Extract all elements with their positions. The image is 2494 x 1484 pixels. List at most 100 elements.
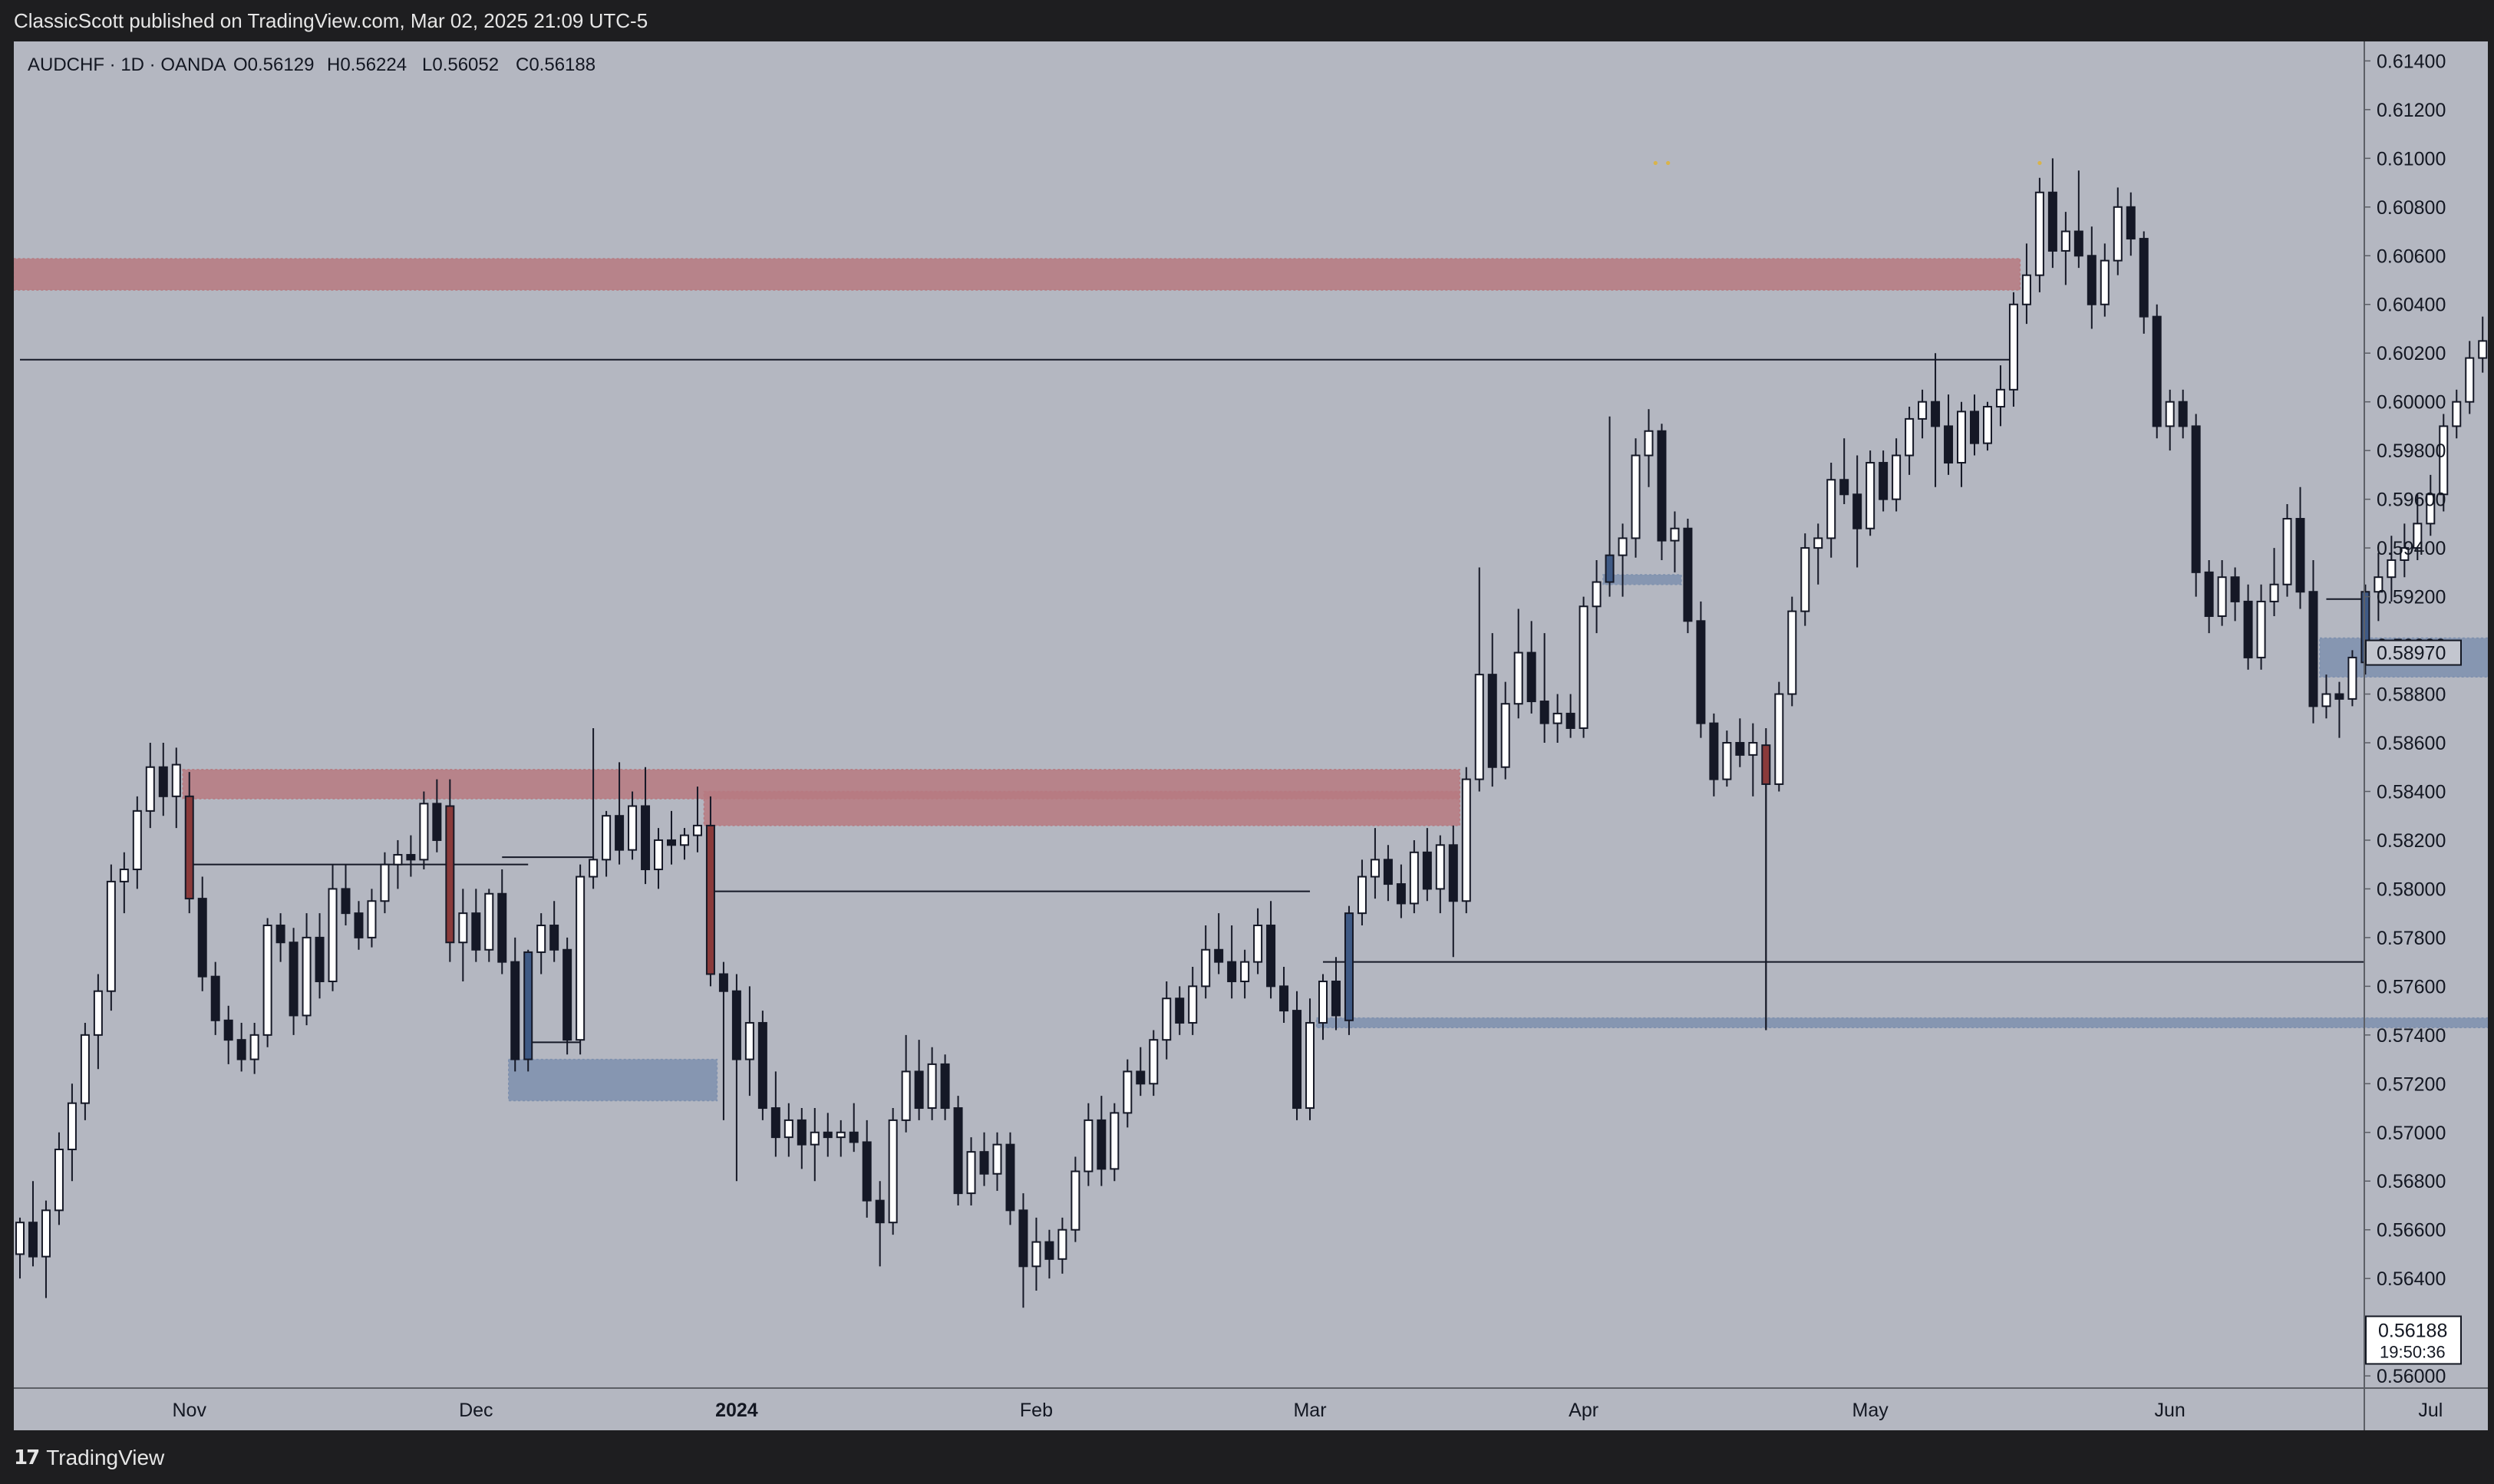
time-tick-label: Feb xyxy=(1020,1400,1053,1421)
candle-body xyxy=(1162,998,1172,1041)
candle xyxy=(1722,730,1732,787)
candle-body xyxy=(1957,411,1967,464)
candle xyxy=(1422,828,1432,902)
legend-close: C0.56188 xyxy=(516,54,595,75)
tradingview-logo[interactable]: 17 TradingView xyxy=(14,1444,164,1472)
candle xyxy=(2217,559,2227,626)
price-tick-label: 0.58400 xyxy=(2377,781,2446,803)
candle-body xyxy=(1839,479,1849,496)
candle xyxy=(1214,913,1224,974)
price-tick-label: 0.60400 xyxy=(2377,295,2446,316)
candle xyxy=(223,1005,233,1064)
candle xyxy=(2034,177,2044,292)
candle-body xyxy=(1813,537,1823,549)
candle xyxy=(940,1054,950,1120)
candle-body xyxy=(1044,1241,1054,1260)
candle-body xyxy=(445,805,455,944)
candle-body xyxy=(654,839,664,871)
candle xyxy=(718,961,728,1120)
candle xyxy=(1084,1103,1094,1186)
candle xyxy=(562,937,572,1055)
candle xyxy=(406,835,416,877)
candle xyxy=(602,810,612,877)
candle xyxy=(2126,192,2136,256)
ohlc-legend: AUDCHF · 1D · OANDA O0.56129 H0.56224 L0… xyxy=(28,54,595,75)
candle-body xyxy=(2308,591,2318,707)
candle xyxy=(1227,925,1237,999)
price-tick-label: 0.56000 xyxy=(2377,1366,2446,1387)
candle-body xyxy=(145,766,155,812)
candle xyxy=(1995,365,2005,427)
candle xyxy=(1683,519,1693,634)
candle xyxy=(471,889,481,962)
candle-body xyxy=(1383,859,1393,885)
legend-symbol: AUDCHF · 1D · OANDA xyxy=(28,54,226,75)
candle xyxy=(2152,304,2162,439)
candle xyxy=(458,889,468,982)
candle-body xyxy=(1995,388,2005,408)
candle-body xyxy=(1461,778,1471,902)
candle xyxy=(1123,1059,1133,1128)
candle-body xyxy=(1918,401,1928,420)
candle xyxy=(484,889,494,962)
price-tick-label: 0.57000 xyxy=(2377,1123,2446,1144)
candle xyxy=(744,986,754,1097)
candle xyxy=(1787,596,1797,707)
candle xyxy=(119,852,129,914)
candle xyxy=(41,1200,51,1298)
candle xyxy=(1474,567,1484,792)
candle xyxy=(2387,536,2397,602)
candle-body xyxy=(2204,571,2214,617)
candle xyxy=(341,864,351,926)
candle-body xyxy=(1487,674,1497,768)
candle xyxy=(1331,957,1341,1031)
price-tick-label: 0.60000 xyxy=(2377,392,2446,414)
candle xyxy=(249,1022,259,1074)
chart-area[interactable]: • •• 0.560000.562000.564000.566000.56800… xyxy=(14,41,2488,1430)
candle xyxy=(679,828,689,860)
candle xyxy=(1435,835,1445,914)
candle xyxy=(132,796,142,889)
candle xyxy=(106,864,116,1011)
price-tick-label: 0.58600 xyxy=(2377,733,2446,754)
current-zone-price-box xyxy=(2365,639,2462,666)
candle xyxy=(1057,1217,1067,1274)
candlestick-chart[interactable]: • • • 0.560000.562000.564000.566000.56800… xyxy=(14,41,2488,1430)
candle xyxy=(705,796,715,987)
candle xyxy=(1253,908,1263,974)
candle xyxy=(549,901,559,962)
candle xyxy=(1162,981,1172,1060)
candle xyxy=(1292,991,1302,1120)
candle-body xyxy=(458,912,468,944)
candle xyxy=(992,1132,1002,1191)
candle xyxy=(2073,170,2083,269)
candle xyxy=(2452,389,2462,439)
candle xyxy=(2191,414,2201,597)
candle-body xyxy=(1539,701,1549,724)
candle xyxy=(2087,226,2096,329)
price-tick-label: 0.61000 xyxy=(2377,148,2446,170)
candle xyxy=(1305,998,1315,1120)
candle xyxy=(901,1034,911,1133)
candle xyxy=(2295,486,2305,609)
candle xyxy=(1110,1103,1120,1182)
candle xyxy=(2334,681,2344,738)
candle-body xyxy=(576,876,586,1041)
candle xyxy=(1970,394,1979,456)
candle-body xyxy=(718,973,728,992)
candle xyxy=(315,913,325,999)
candle xyxy=(28,1181,38,1267)
candle-body xyxy=(1018,1209,1028,1268)
candle xyxy=(1344,905,1354,1035)
supply-zone xyxy=(14,258,2021,291)
candle-body xyxy=(2113,206,2123,262)
candle-body xyxy=(1500,703,1510,768)
candle-body xyxy=(1552,712,1562,724)
candle-body xyxy=(2347,656,2357,700)
candle-body xyxy=(628,805,638,851)
candle xyxy=(731,974,741,1182)
candle xyxy=(197,876,207,991)
candle-body xyxy=(562,948,572,1041)
candle xyxy=(536,913,546,974)
candle xyxy=(1735,718,1745,767)
